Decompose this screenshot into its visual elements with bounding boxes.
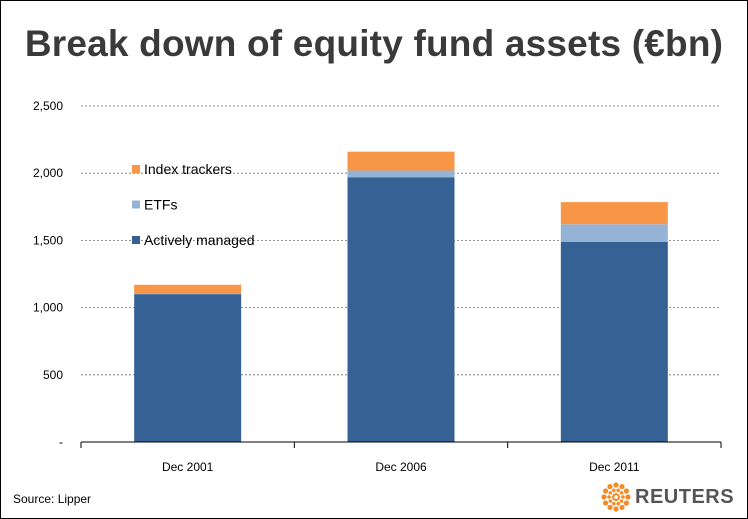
- reuters-logo: REUTERS: [601, 482, 736, 512]
- logo-dot: [619, 504, 625, 510]
- logo-dot: [619, 491, 624, 495]
- legend-swatch: [132, 236, 140, 244]
- logo-dot: [619, 499, 624, 503]
- y-tick-label: 500: [43, 368, 63, 382]
- logo-dot: [625, 494, 631, 500]
- logo-dot: [619, 484, 625, 490]
- x-axis-labels: Dec 2001 Dec 2006 Dec 2011: [162, 460, 640, 474]
- logo-text: REUTERS: [635, 486, 735, 508]
- logo-dot: [612, 497, 616, 501]
- logo-dot: [617, 495, 621, 499]
- source-note: Source: Lipper: [13, 492, 92, 506]
- logo-dot: [611, 495, 615, 499]
- logo-dot: [616, 493, 620, 497]
- logo-dot: [613, 506, 619, 512]
- y-tick-label: -: [59, 435, 63, 449]
- x-tick-label: Dec 2001: [162, 460, 214, 474]
- logo-dot: [607, 484, 613, 490]
- logo-dot: [603, 488, 609, 494]
- logo-dot: [608, 491, 613, 495]
- logo-dot: [623, 500, 629, 506]
- legend-label: ETFs: [144, 197, 177, 213]
- y-tick-label: 1,500: [33, 233, 63, 247]
- bar-segment: [134, 284, 242, 294]
- x-axis: [80, 441, 722, 448]
- legend: Index trackers ETFs Actively managed: [132, 161, 255, 248]
- x-tick-label: Dec 2011: [589, 460, 640, 474]
- logo-dot: [621, 495, 625, 499]
- legend-swatch: [132, 200, 140, 209]
- logo-dot: [612, 488, 616, 493]
- bar-segment: [560, 224, 668, 242]
- logo-dot: [607, 495, 611, 499]
- logo-dot: [623, 488, 629, 494]
- logo-dot: [616, 501, 620, 506]
- logo-dot: [612, 501, 616, 506]
- logo-dot: [603, 500, 609, 506]
- bar-segment: [347, 170, 455, 178]
- bar-segment: [560, 202, 668, 225]
- y-tick-label: 1,000: [33, 301, 63, 315]
- logo-dot: [601, 494, 607, 500]
- logo-dot: [608, 499, 613, 503]
- logo-dot: [607, 504, 613, 510]
- y-tick-label: 2,500: [33, 99, 63, 113]
- bar-segment: [134, 293, 242, 295]
- logo-dot: [614, 492, 618, 496]
- logo-dot: [614, 498, 618, 502]
- bar-segment: [560, 241, 668, 442]
- legend-swatch: [132, 165, 140, 173]
- y-tick-label: 2,000: [33, 166, 63, 180]
- logo-dot: [616, 488, 620, 493]
- bars: [134, 151, 668, 442]
- logo-dot: [612, 493, 616, 497]
- chart-title: Break down of equity fund assets (€bn): [24, 23, 724, 64]
- y-axis-labels: - 500 1,000 1,500 2,000 2,500: [33, 99, 63, 449]
- bar-segment: [347, 151, 455, 171]
- legend-label: Actively managed: [144, 232, 255, 248]
- bar-segment: [134, 294, 242, 442]
- logo-dot: [613, 482, 619, 488]
- legend-label: Index trackers: [144, 161, 232, 177]
- reuters-dots-icon: [601, 482, 631, 512]
- x-tick-label: Dec 2006: [375, 460, 427, 474]
- bar-segment: [347, 177, 455, 442]
- logo-dot: [616, 497, 620, 501]
